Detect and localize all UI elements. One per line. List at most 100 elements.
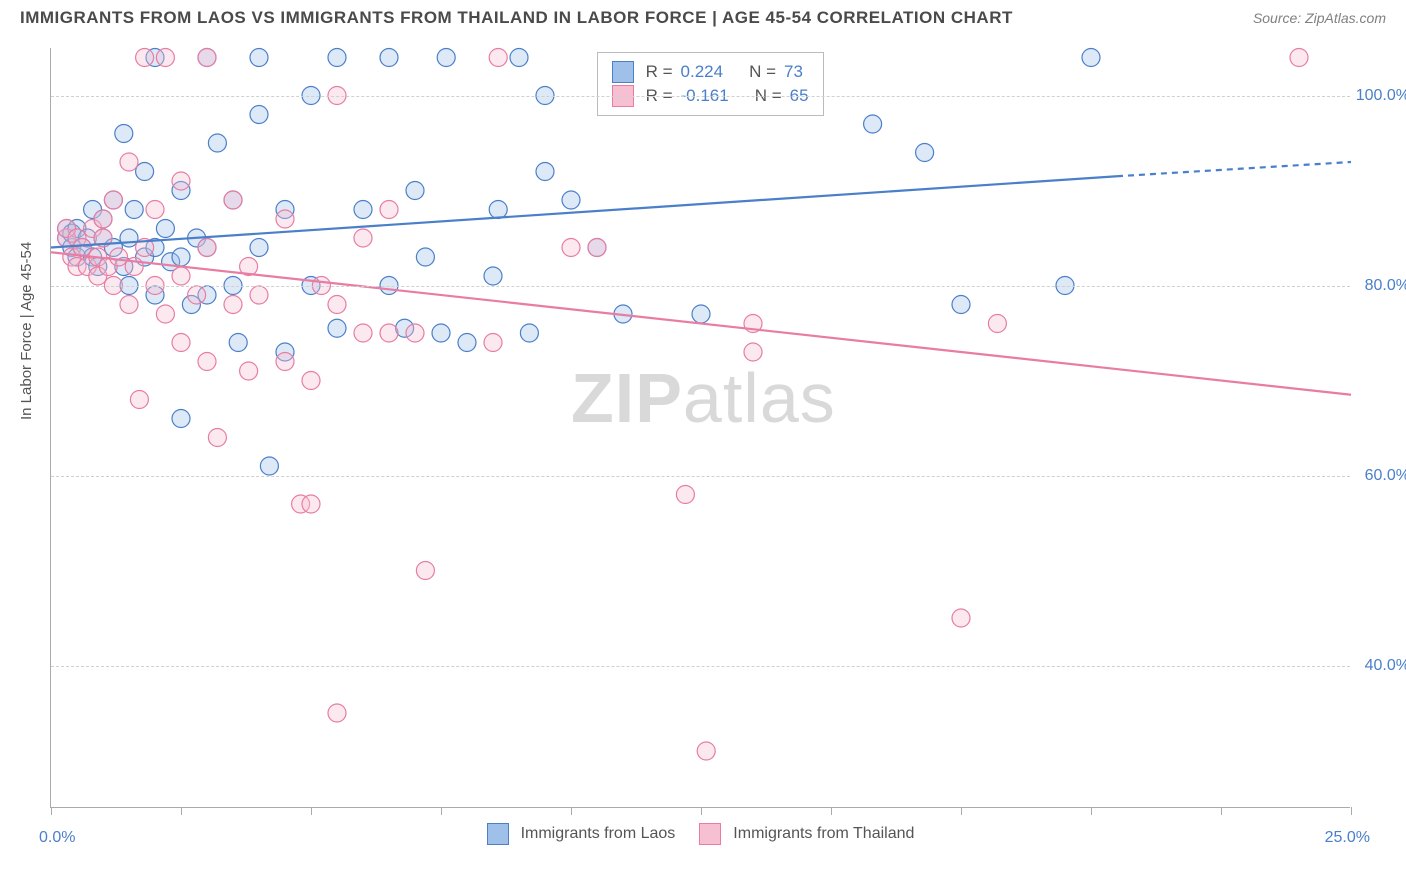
series-swatch: [699, 823, 721, 845]
y-tick-label: 80.0%: [1365, 277, 1406, 295]
data-point: [120, 296, 138, 314]
x-tick: [1221, 807, 1222, 815]
data-point: [115, 125, 133, 143]
data-point: [250, 106, 268, 124]
data-point: [489, 201, 507, 219]
data-point: [276, 210, 294, 228]
x-tick: [311, 807, 312, 815]
data-point: [208, 134, 226, 152]
series-legend: Immigrants from Laos Immigrants from Thai…: [51, 823, 1350, 845]
source-attribution: Source: ZipAtlas.com: [1253, 10, 1386, 26]
data-point: [198, 49, 216, 67]
gridline: [51, 666, 1350, 667]
data-point: [302, 495, 320, 513]
x-tick: [701, 807, 702, 815]
x-tick: [831, 807, 832, 815]
x-tick-max: 25.0%: [1325, 829, 1370, 847]
series-swatch: [487, 823, 509, 845]
data-point: [250, 286, 268, 304]
regression-line: [51, 176, 1117, 247]
series-name: Immigrants from Laos: [521, 825, 676, 843]
data-point: [744, 343, 762, 361]
data-point: [172, 410, 190, 428]
data-point: [224, 191, 242, 209]
data-point: [536, 163, 554, 181]
data-point: [520, 324, 538, 342]
chart-title: IMMIGRANTS FROM LAOS VS IMMIGRANTS FROM …: [20, 8, 1013, 28]
data-point: [328, 319, 346, 337]
data-point: [172, 334, 190, 352]
x-tick: [51, 807, 52, 815]
y-tick-label: 40.0%: [1365, 657, 1406, 675]
data-point: [354, 201, 372, 219]
data-point: [354, 324, 372, 342]
data-point: [120, 229, 138, 247]
data-point: [328, 704, 346, 722]
data-point: [952, 296, 970, 314]
data-point: [432, 324, 450, 342]
x-tick: [571, 807, 572, 815]
data-point: [416, 562, 434, 580]
data-point: [125, 201, 143, 219]
data-point: [120, 153, 138, 171]
data-point: [208, 429, 226, 447]
x-tick-min: 0.0%: [39, 829, 75, 847]
data-point: [198, 239, 216, 257]
data-point: [224, 296, 242, 314]
data-point: [172, 248, 190, 266]
r-label: R =: [646, 62, 673, 82]
data-point: [156, 305, 174, 323]
scatter-plot: ZIPatlas R = 0.224N = 73R = -0.161N = 65…: [50, 48, 1350, 808]
data-point: [458, 334, 476, 352]
x-tick: [441, 807, 442, 815]
data-point: [484, 334, 502, 352]
series-name: Immigrants from Thailand: [733, 825, 914, 843]
x-tick: [1351, 807, 1352, 815]
data-point: [188, 286, 206, 304]
y-axis-title: In Labor Force | Age 45-54: [18, 242, 35, 420]
data-point: [484, 267, 502, 285]
data-point: [697, 742, 715, 760]
data-point: [240, 362, 258, 380]
data-point: [380, 201, 398, 219]
legend-item: Immigrants from Thailand: [699, 823, 914, 845]
data-point: [104, 191, 122, 209]
data-point: [328, 296, 346, 314]
data-point: [172, 267, 190, 285]
data-point: [916, 144, 934, 162]
y-tick-label: 100.0%: [1356, 87, 1406, 105]
data-point: [952, 609, 970, 627]
data-point: [588, 239, 606, 257]
data-point: [676, 486, 694, 504]
data-point: [250, 49, 268, 67]
data-point: [328, 49, 346, 67]
data-point: [380, 49, 398, 67]
n-label: N =: [749, 62, 776, 82]
data-point: [354, 229, 372, 247]
y-tick-label: 60.0%: [1365, 467, 1406, 485]
gridline: [51, 96, 1350, 97]
data-point: [864, 115, 882, 133]
data-point: [406, 324, 424, 342]
data-point: [250, 239, 268, 257]
data-point: [489, 49, 507, 67]
data-point: [1082, 49, 1100, 67]
data-point: [229, 334, 247, 352]
data-point: [156, 49, 174, 67]
data-point: [437, 49, 455, 67]
legend-item: Immigrants from Laos: [487, 823, 676, 845]
series-swatch: [612, 61, 634, 83]
n-value: 73: [784, 62, 803, 82]
data-point: [406, 182, 424, 200]
gridline: [51, 286, 1350, 287]
data-point: [130, 391, 148, 409]
regression-line-extrapolated: [1117, 162, 1351, 176]
data-point: [136, 49, 154, 67]
data-point: [380, 324, 398, 342]
data-point: [416, 248, 434, 266]
data-point: [276, 353, 294, 371]
plot-svg: [51, 48, 1350, 807]
x-tick: [961, 807, 962, 815]
data-point: [146, 201, 164, 219]
data-point: [94, 210, 112, 228]
